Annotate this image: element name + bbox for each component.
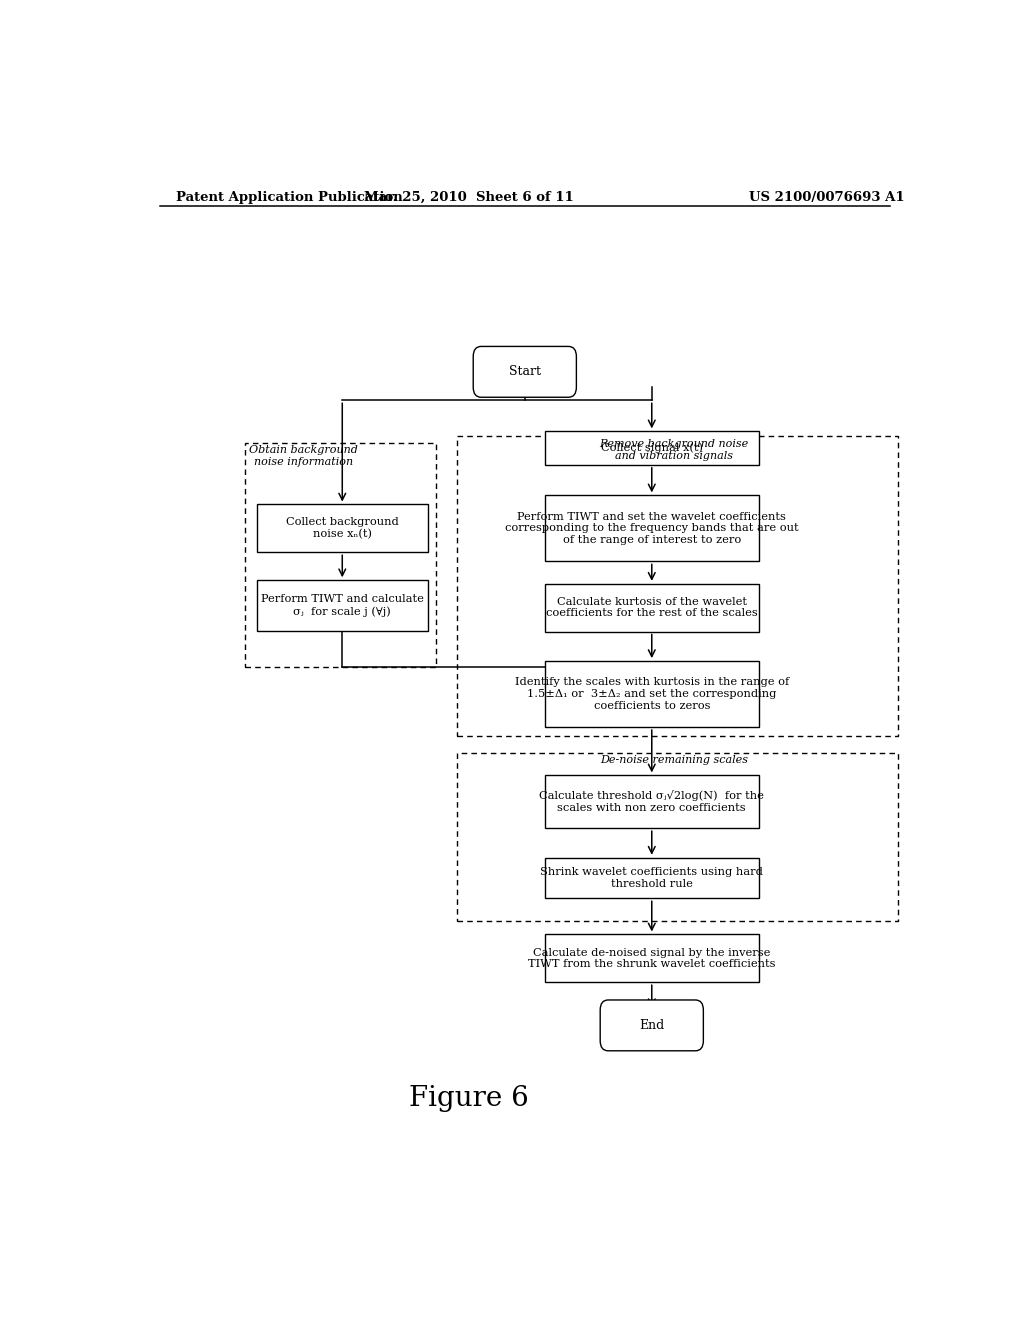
Bar	[257, 504, 428, 552]
Text: Remove background noise
and vibration signals: Remove background noise and vibration si…	[599, 440, 749, 461]
Bar	[458, 436, 898, 735]
Text: Identify the scales with kurtosis in the range of
1.5±Δ₁ or  3±Δ₂ and set the co: Identify the scales with kurtosis in the…	[515, 677, 788, 710]
Bar	[545, 935, 759, 982]
Bar	[246, 444, 436, 667]
Text: Perform TIWT and set the wavelet coefficients
corresponding to the frequency ban: Perform TIWT and set the wavelet coeffic…	[505, 512, 799, 545]
Text: Obtain background
noise information: Obtain background noise information	[249, 445, 357, 467]
Text: Mar. 25, 2010  Sheet 6 of 11: Mar. 25, 2010 Sheet 6 of 11	[365, 190, 574, 203]
Bar	[545, 583, 759, 631]
Bar	[545, 432, 759, 465]
Text: Shrink wavelet coefficients using hard
threshold rule: Shrink wavelet coefficients using hard t…	[541, 867, 763, 888]
Bar	[545, 495, 759, 561]
Text: US 2100/0076693 A1: US 2100/0076693 A1	[749, 190, 904, 203]
Text: Calculate kurtosis of the wavelet
coefficients for the rest of the scales: Calculate kurtosis of the wavelet coeffi…	[546, 597, 758, 619]
Bar	[257, 581, 428, 631]
Text: End: End	[639, 1019, 665, 1032]
Bar	[545, 661, 759, 727]
FancyBboxPatch shape	[600, 1001, 703, 1051]
Text: Calculate threshold σⱼ√2log(N)  for the
scales with non zero coefficients: Calculate threshold σⱼ√2log(N) for the s…	[540, 791, 764, 813]
Text: Figure 6: Figure 6	[410, 1085, 529, 1111]
Text: Calculate de-noised signal by the inverse
TIWT from the shrunk wavelet coefficie: Calculate de-noised signal by the invers…	[528, 948, 775, 969]
Text: Collect signal x(t): Collect signal x(t)	[601, 442, 702, 453]
Bar	[545, 858, 759, 899]
Text: Perform TIWT and calculate
σⱼ  for scale j (∀j): Perform TIWT and calculate σⱼ for scale …	[261, 594, 424, 616]
FancyBboxPatch shape	[473, 346, 577, 397]
Bar	[545, 775, 759, 828]
Text: Collect background
noise xₙ(t): Collect background noise xₙ(t)	[286, 517, 398, 540]
Bar	[458, 752, 898, 921]
Text: De-noise remaining scales: De-noise remaining scales	[600, 755, 748, 766]
Text: Patent Application Publication: Patent Application Publication	[176, 190, 402, 203]
Text: Start: Start	[509, 366, 541, 379]
